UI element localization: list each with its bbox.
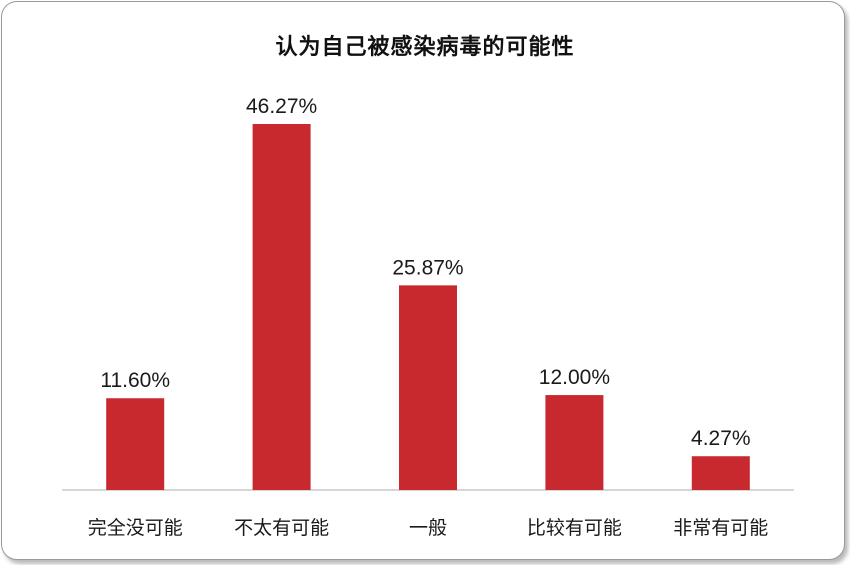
chart-title: 认为自己被感染病毒的可能性 bbox=[275, 35, 575, 60]
data-label-1: 11.60% bbox=[100, 369, 170, 392]
data-label-3: 25.87% bbox=[392, 256, 463, 279]
category-label-4: 比较有可能 bbox=[527, 517, 622, 539]
data-label-5: 4.27% bbox=[691, 427, 751, 450]
bar-1 bbox=[106, 398, 165, 490]
category-label-5: 非常有可能 bbox=[673, 517, 768, 539]
bar-5 bbox=[691, 456, 750, 490]
bar-2 bbox=[252, 124, 311, 490]
bar-chart: 11.60% 完全没可能 46.27% 不太有可能 25.87% 一般 12.00% 比较有可… bbox=[62, 95, 794, 539]
bar-3 bbox=[399, 285, 457, 490]
data-label-2: 46.27% bbox=[246, 95, 317, 118]
category-label-2: 不太有可能 bbox=[234, 517, 329, 539]
category-label-1: 完全没可能 bbox=[88, 517, 183, 539]
category-label-3: 一般 bbox=[409, 517, 447, 539]
bar-4 bbox=[545, 395, 604, 490]
data-label-4: 12.00% bbox=[539, 366, 610, 389]
